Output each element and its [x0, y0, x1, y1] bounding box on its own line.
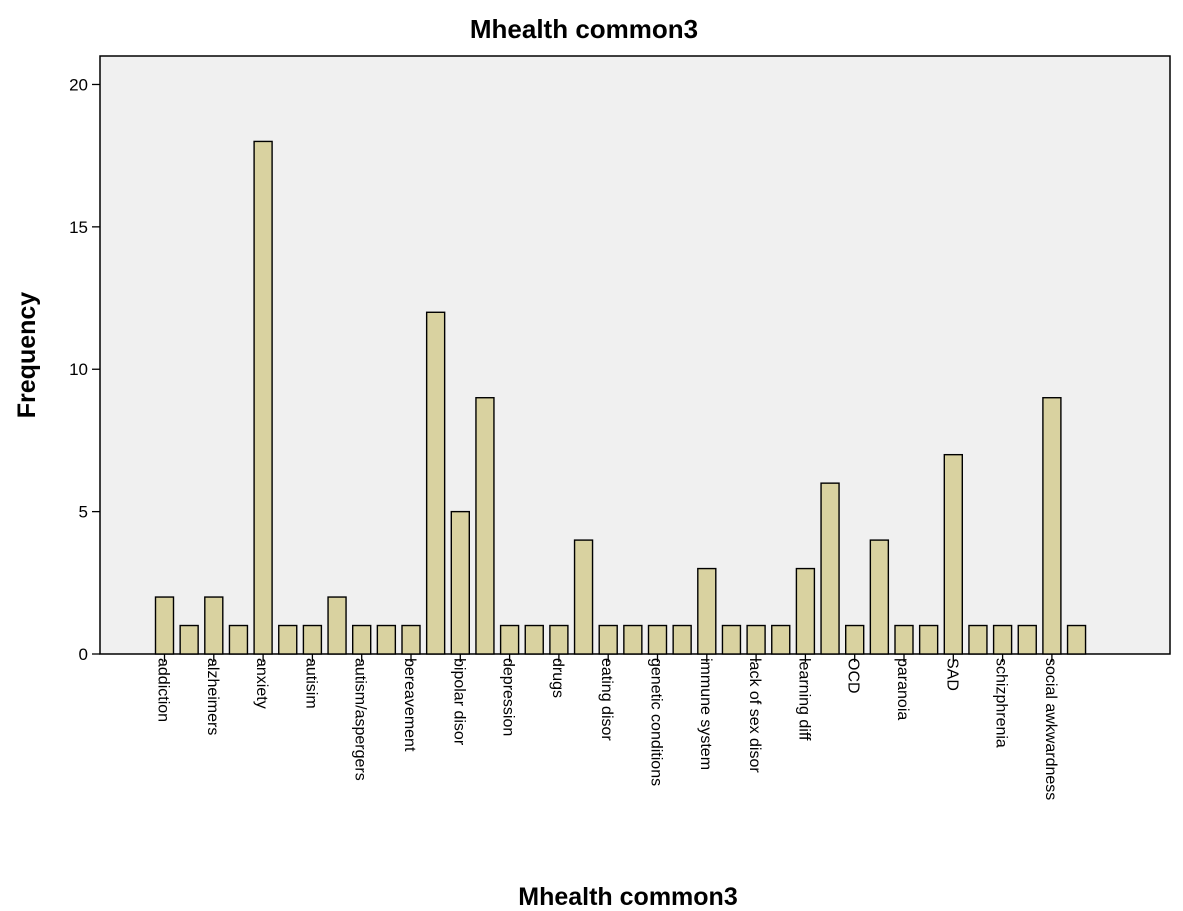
- bar-2: [204, 596, 224, 655]
- x-category-label-20: genetic conditions: [648, 658, 665, 786]
- plot-area: [99, 55, 1171, 655]
- bar-30: [894, 624, 914, 655]
- x-category-label-32: SAD: [943, 658, 960, 691]
- bar-19: [623, 624, 643, 655]
- bar-25: [771, 624, 791, 655]
- bar-17: [573, 539, 594, 655]
- y-tick-label-0: 0: [79, 645, 88, 664]
- x-category-label-6: autisim: [302, 658, 319, 709]
- bar-3: [228, 624, 249, 655]
- x-category-label-10: bereavement: [401, 658, 418, 752]
- bar-36: [1042, 397, 1062, 655]
- x-category-label-4: anxiety: [253, 658, 270, 709]
- x-category-label-18: eating disor: [598, 658, 615, 741]
- x-category-label-12: bipolar disor: [450, 658, 467, 746]
- bar-1: [179, 624, 199, 655]
- x-category-label-36: social awkwardness: [1042, 658, 1059, 800]
- bar-26: [795, 567, 816, 655]
- bar-28: [845, 624, 865, 655]
- y-axis-title: Frequency: [13, 292, 41, 419]
- chart-title: Mhealth common3: [470, 14, 698, 44]
- x-axis-title: Mhealth common3: [518, 883, 737, 911]
- y-tick-label-4: 20: [69, 75, 88, 94]
- x-category-label-28: OCD: [845, 658, 862, 694]
- bar-32: [943, 453, 963, 655]
- bar-37: [1066, 624, 1087, 655]
- bar-21: [672, 624, 692, 655]
- y-axis: 0 5 10 15 20: [69, 75, 100, 664]
- bar-9: [376, 624, 397, 655]
- bar-34: [992, 624, 1013, 655]
- bar-27: [820, 482, 840, 655]
- bar-31: [918, 624, 939, 655]
- x-category-label-30: paranoia: [894, 658, 911, 720]
- bar-14: [499, 624, 520, 655]
- x-category-label-34: schizphrenia: [993, 658, 1010, 748]
- bar-8: [352, 624, 372, 655]
- bar-16: [549, 624, 569, 655]
- bar-15: [524, 624, 544, 655]
- bar-11: [425, 311, 446, 655]
- bars: [154, 140, 1087, 655]
- y-tick-label-3: 15: [69, 218, 88, 237]
- bar-23: [721, 624, 742, 655]
- bar-18: [598, 624, 618, 655]
- bar-6: [302, 624, 323, 655]
- bar-35: [1017, 624, 1037, 655]
- bar-33: [968, 624, 988, 655]
- x-category-label-24: lack of sex disor: [746, 658, 763, 773]
- bar-5: [278, 624, 298, 655]
- x-category-label-16: drugs: [549, 658, 566, 698]
- bar-12: [450, 510, 470, 655]
- bar-7: [327, 596, 347, 655]
- x-category-label-26: learning diff: [795, 658, 812, 741]
- x-axis-labels: addiction alzheimers anxiety autisim autism/…: [155, 654, 1059, 800]
- bar-29: [869, 539, 890, 655]
- bar-22: [697, 567, 717, 655]
- bar-4: [253, 140, 273, 655]
- y-tick-label-2: 10: [69, 360, 88, 379]
- x-category-label-8: autism/aspergers: [352, 658, 369, 781]
- bar-13: [475, 397, 495, 655]
- bar-0: [154, 596, 175, 655]
- x-category-label-2: alzheimers: [204, 658, 221, 735]
- x-category-label-22: immune system: [697, 658, 714, 770]
- y-tick-label-1: 5: [79, 503, 88, 522]
- bar-20: [647, 624, 668, 655]
- bar-10: [401, 624, 421, 655]
- x-category-label-0: addiction: [155, 658, 172, 722]
- x-category-label-14: depression: [500, 658, 517, 736]
- bar-24: [746, 624, 766, 655]
